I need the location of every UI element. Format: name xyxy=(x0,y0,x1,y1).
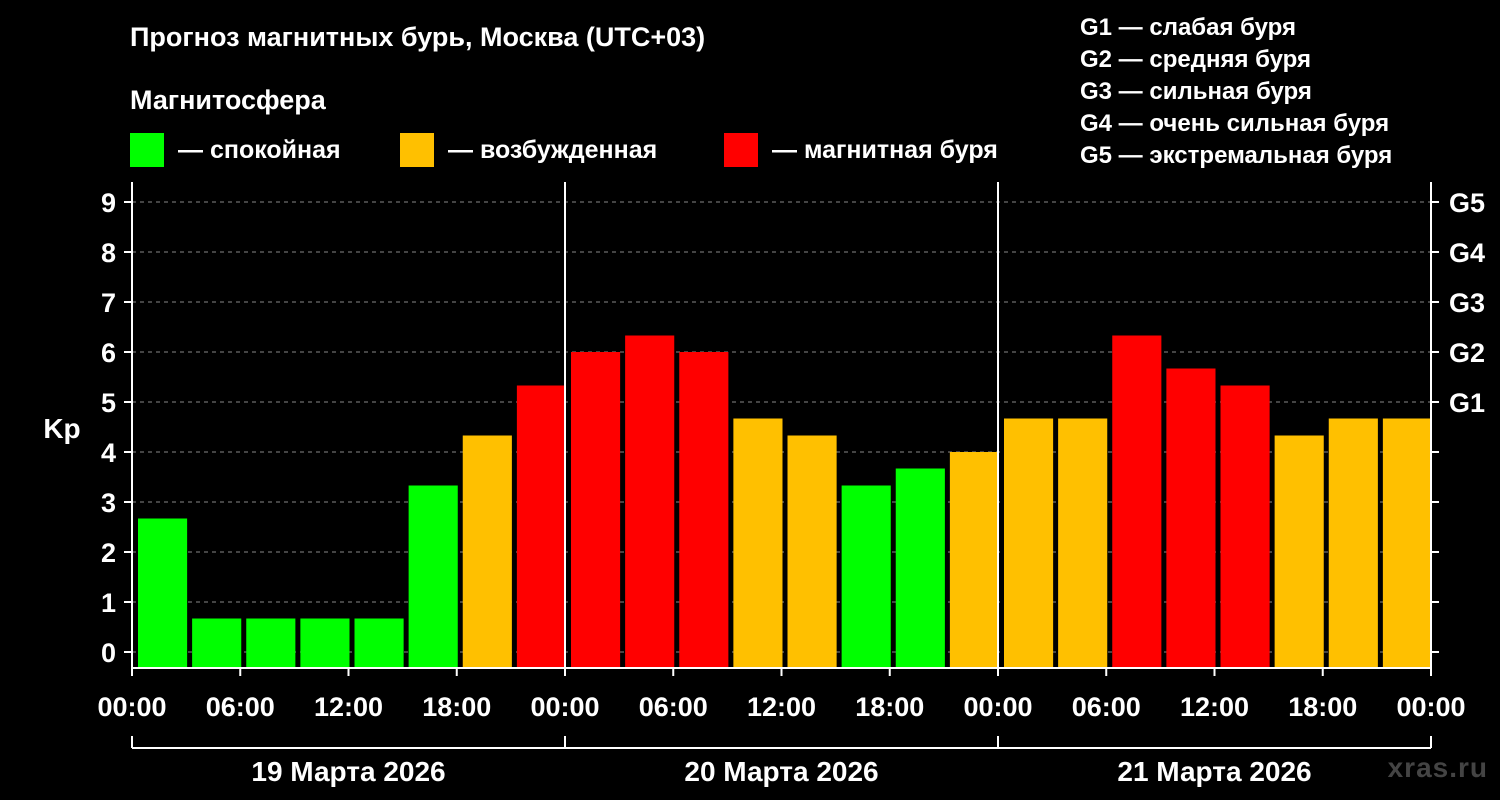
g-scale-g5: G5 — экстремальная буря xyxy=(1080,142,1393,169)
bar xyxy=(895,468,945,668)
legend-item-active: — возбужденная xyxy=(400,133,657,167)
day-label: 19 Марта 2026 xyxy=(251,756,445,787)
y-tick-label: 2 xyxy=(101,538,116,568)
x-tick-label: 06:00 xyxy=(1072,692,1141,722)
x-tick-label: 12:00 xyxy=(314,692,383,722)
bar xyxy=(949,452,999,668)
x-tick-label: 12:00 xyxy=(747,692,816,722)
bar xyxy=(300,618,350,668)
day-label: 21 Марта 2026 xyxy=(1117,756,1311,787)
g-level-label: G5 xyxy=(1449,188,1485,218)
bar xyxy=(138,518,188,668)
bar xyxy=(571,352,621,668)
g-level-label: G2 xyxy=(1449,338,1485,368)
g-scale-g3: G3 — сильная буря xyxy=(1080,78,1312,105)
g-scale-legend: G1 — слабая буря G2 — средняя буря G3 — … xyxy=(1080,12,1392,172)
bar xyxy=(1382,418,1432,668)
bar xyxy=(1274,435,1324,668)
x-tick-label: 18:00 xyxy=(422,692,491,722)
x-tick-label: 00:00 xyxy=(1396,692,1465,722)
x-tick-label: 00:00 xyxy=(530,692,599,722)
x-tick-label: 00:00 xyxy=(97,692,166,722)
bar xyxy=(1328,418,1378,668)
bar xyxy=(1112,335,1162,668)
legend-label-storm: — магнитная буря xyxy=(772,135,998,164)
y-tick-label: 1 xyxy=(101,588,116,618)
x-tick-label: 12:00 xyxy=(1180,692,1249,722)
bar xyxy=(1058,418,1108,668)
g-scale-g2: G2 — средняя буря xyxy=(1080,46,1311,73)
x-tick-label: 18:00 xyxy=(855,692,924,722)
legend-label-quiet: — спокойная xyxy=(178,135,341,164)
chart-subtitle: Магнитосфера xyxy=(130,85,326,115)
y-tick-label: 6 xyxy=(101,338,116,368)
bar xyxy=(787,435,837,668)
legend-item-quiet: — спокойная xyxy=(130,133,341,167)
legend-swatch-active xyxy=(400,133,434,167)
bar xyxy=(246,618,296,668)
bar xyxy=(625,335,675,668)
x-tick-label: 18:00 xyxy=(1288,692,1357,722)
bar xyxy=(1004,418,1054,668)
chart-title: Прогноз магнитных бурь, Москва (UTC+03) xyxy=(130,22,706,52)
x-tick-label: 06:00 xyxy=(639,692,708,722)
bar xyxy=(1220,385,1270,668)
bar xyxy=(1166,368,1216,668)
bar xyxy=(679,352,729,668)
g-scale-g1: G1 — слабая буря xyxy=(1080,14,1297,41)
g-level-label: G1 xyxy=(1449,388,1485,418)
y-tick-label: 5 xyxy=(101,388,116,418)
bar xyxy=(516,385,566,668)
y-tick-label: 3 xyxy=(101,488,116,518)
y-tick-label: 8 xyxy=(101,238,116,268)
bar xyxy=(408,485,458,668)
bar xyxy=(841,485,891,668)
bar xyxy=(354,618,404,668)
g-scale-g4: G4 — очень сильная буря xyxy=(1080,110,1390,137)
day-label: 20 Марта 2026 xyxy=(684,756,878,787)
x-tick-label: 06:00 xyxy=(206,692,275,722)
y-tick-label: 0 xyxy=(101,638,116,668)
watermark: xras.ru xyxy=(1387,752,1488,783)
legend-item-storm: — магнитная буря xyxy=(724,133,998,167)
y-axis-label: Kp xyxy=(43,413,80,444)
bar xyxy=(192,618,242,668)
x-tick-label: 00:00 xyxy=(963,692,1032,722)
legend-swatch-quiet xyxy=(130,133,164,167)
y-tick-label: 9 xyxy=(101,188,116,218)
y-tick-label: 7 xyxy=(101,288,116,318)
bar xyxy=(733,418,783,668)
bar xyxy=(462,435,512,668)
legend-label-active: — возбужденная xyxy=(448,135,658,164)
y-tick-label: 4 xyxy=(101,438,116,468)
g-level-label: G4 xyxy=(1449,238,1485,268)
legend-swatch-storm xyxy=(724,133,758,167)
g-level-label: G3 xyxy=(1449,288,1485,318)
